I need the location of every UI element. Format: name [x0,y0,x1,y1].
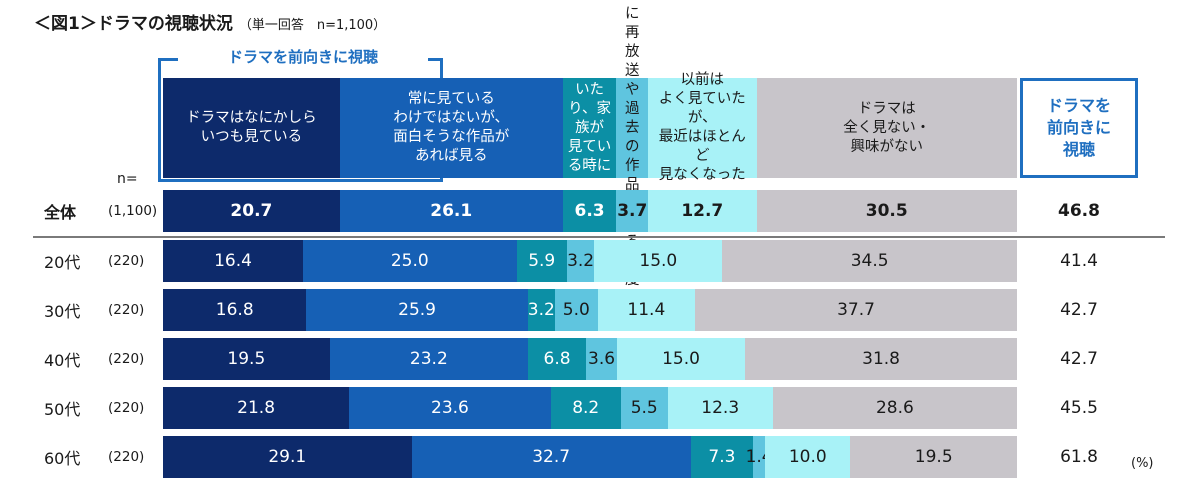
row-label-name: 30代 [44,302,81,321]
bar-segment: 37.7 [695,289,1017,331]
category-header-1: ドラマはなにかしら いつも見ている [163,78,340,178]
row-label-name: 20代 [44,253,81,272]
bar-segment: 16.4 [163,240,304,282]
bar-segment: 3.7 [616,190,649,232]
bar-segment: 3.2 [566,240,595,282]
row-total-value: 45.5 [1060,398,1098,418]
bar-segment: 1.4 [746,436,773,478]
row-label-name: 40代 [44,351,81,370]
row-label-n: (220) [108,253,145,269]
row-total-value: 61.8 [1060,447,1098,467]
row-label: 20代 (220) [44,240,144,282]
bar-segment: 6.8 [528,338,587,380]
bar-segment: 26.1 [339,190,563,232]
row-label-n: (1,100) [108,203,158,219]
bar-segment: 11.4 [597,289,696,331]
bar-segment: 5.9 [516,240,567,282]
bar-segment: 25.0 [303,240,517,282]
bar-segment: 6.3 [562,190,617,232]
bar-segment: 21.8 [163,387,350,429]
row-label-n: (220) [108,302,145,318]
total-column-header: ドラマを 前向きに 視聴 [1020,78,1138,178]
percent-unit-label: (%) [1131,456,1154,471]
bar-segment: 28.6 [772,387,1017,429]
bar-segment: 3.6 [586,338,617,380]
row-label: 60代 (220) [44,436,144,478]
bar-segment: 23.6 [349,387,551,429]
row-label: 40代 (220) [44,338,144,380]
bar-segment: 7.3 [690,436,754,478]
chart-title: ＜図1＞ドラマの視聴状況 （単一回答 n=1,100） [34,9,386,34]
row-label-n: (220) [108,449,145,465]
bar-segment: 5.0 [554,289,598,331]
category-header-5: 以前は よく見ていたが、 最近はほとんど 見なくなった [648,72,757,183]
bar-segment: 16.8 [163,289,307,331]
bar-segment: 15.0 [594,240,723,282]
total-divider-line [33,236,1165,238]
n-label: n= [117,171,138,187]
bar-segment: 29.1 [163,436,412,478]
row-label: 50代 (220) [44,387,144,429]
positive-viewing-bracket-label: ドラマを前向きに視聴 [178,46,428,67]
row-label-n: (220) [108,400,145,416]
row-label: 全体 (1,100) [44,190,157,232]
category-header-2: 常に見ている わけではないが、 面白そうな作品が あれば見る [339,78,563,178]
chart-title-sub: （単一回答 n=1,100） [238,18,387,33]
bar-segment: 19.5 [850,436,1017,478]
bar-segment: 32.7 [411,436,691,478]
bar-segment: 25.9 [306,289,528,331]
bar-segment: 3.2 [527,289,555,331]
bar-segment: 12.3 [667,387,773,429]
bar-segment: 10.0 [765,436,851,478]
bar-segment: 23.2 [329,338,528,380]
bar-segment: 12.7 [648,190,757,232]
chart-title-main: ＜図1＞ドラマの視聴状況 [34,14,233,34]
row-total-value: 46.8 [1058,201,1100,221]
row-label-name: 全体 [44,203,77,222]
bar-segment: 8.2 [550,387,621,429]
bar-segment: 34.5 [722,240,1017,282]
row-total-value: 42.7 [1060,300,1098,320]
row-label-name: 60代 [44,449,81,468]
bar-segment: 5.5 [620,387,668,429]
bar-segment: 20.7 [163,190,340,232]
category-header-3: テレビがついて いたり、家族が 見ている時に ついでに見る程度 [562,25,617,231]
row-total-value: 41.4 [1060,251,1098,271]
category-header-4: たまに再放送や 過去の作品を 見る程度 [616,0,649,288]
bar-segment: 15.0 [616,338,746,380]
positive-viewing-bracket-bottom [158,179,443,182]
bar-segment: 19.5 [163,338,330,380]
row-label-n: (220) [108,351,145,367]
bar-segment: 31.8 [745,338,1017,380]
category-header-6: ドラマは 全く見ない・ 興味がない [756,78,1017,178]
bar-segment: 30.5 [756,190,1017,232]
row-label-name: 50代 [44,400,81,419]
row-total-value: 42.7 [1060,349,1098,369]
row-label: 30代 (220) [44,289,144,331]
